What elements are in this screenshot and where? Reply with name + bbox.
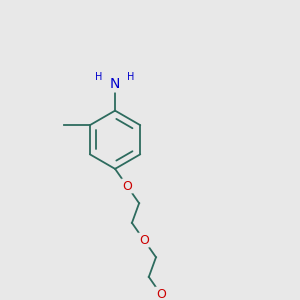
Text: O: O bbox=[122, 179, 132, 193]
Text: H: H bbox=[128, 72, 135, 82]
Text: N: N bbox=[110, 77, 120, 92]
Text: O: O bbox=[139, 234, 149, 247]
Text: O: O bbox=[156, 288, 166, 300]
Text: H: H bbox=[95, 72, 103, 82]
